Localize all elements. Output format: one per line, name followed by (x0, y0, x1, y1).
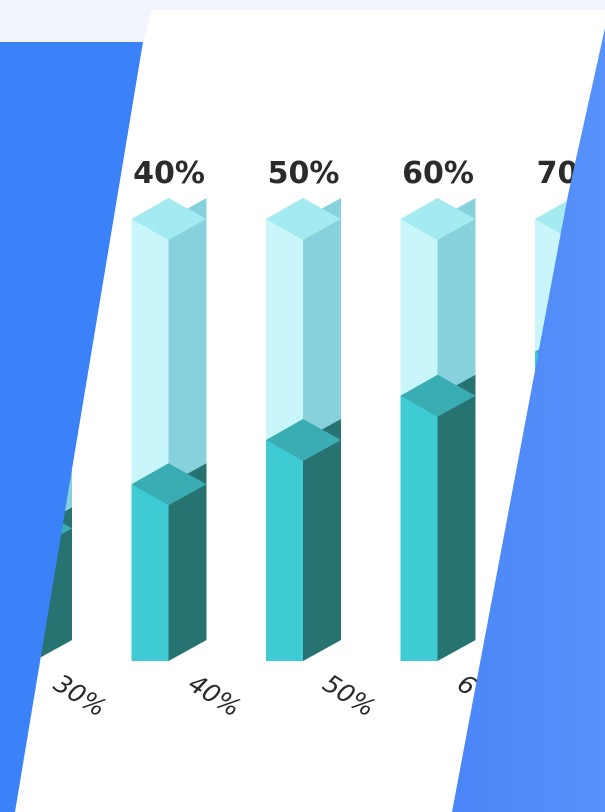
bar-60% (400, 198, 476, 661)
bar-ghost-top (131, 198, 207, 240)
bar-fill-front (266, 440, 303, 661)
top-value-label: 60% (402, 156, 474, 191)
bar-fill-side (437, 374, 476, 661)
left-accent-panel (0, 42, 143, 812)
top-value-label: 40% (133, 156, 205, 191)
bar-fill-top (131, 463, 207, 506)
bar-fill-top (400, 374, 476, 417)
bar-fill-side (303, 419, 341, 661)
right-accent-panel (452, 28, 605, 812)
bar-ghost-top (400, 198, 476, 240)
bar-fill-front (131, 484, 169, 661)
bar-40% (131, 198, 207, 661)
bar-50% (266, 198, 341, 661)
bar-fill-top (266, 419, 341, 461)
top-value-label: 50% (268, 156, 340, 191)
bar-fill-side (168, 463, 207, 661)
bar-fill-front (400, 395, 438, 661)
bar-ghost-top (266, 198, 341, 240)
